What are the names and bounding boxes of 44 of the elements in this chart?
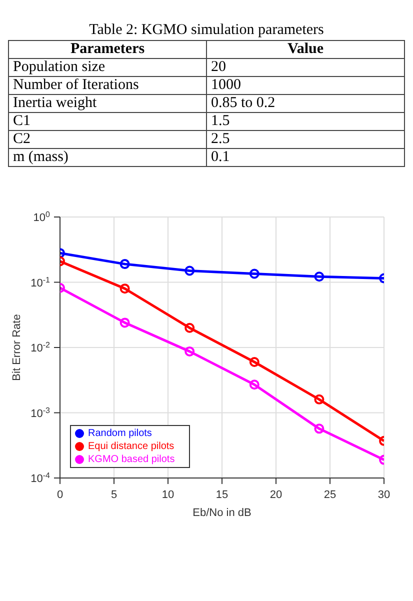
point <box>314 272 324 282</box>
text: Population size <box>8 58 206 76</box>
point <box>120 259 130 270</box>
point <box>249 268 260 279</box>
point <box>314 424 324 434</box>
text: Table 2: KGMO simulation parameters <box>88 22 325 39</box>
point <box>314 394 324 404</box>
point <box>249 380 260 390</box>
point <box>184 266 195 276</box>
text: 20 <box>206 58 404 76</box>
text: 1.5 <box>206 112 404 130</box>
legend-label: Random pilots <box>88 428 152 439</box>
text: m (mass) <box>8 148 206 166</box>
legend-label: Equi distance pilots <box>88 441 174 452</box>
x-tick-label: 10 <box>162 489 174 501</box>
text: 0.1 <box>206 148 404 166</box>
text: C1 <box>8 112 206 130</box>
text: 2.5 <box>206 130 404 148</box>
text: Number of Iterations <box>8 76 206 94</box>
x-tick-label: 20 <box>270 489 282 501</box>
text: C2 <box>8 130 206 148</box>
x-tick-label: 15 <box>216 489 228 501</box>
point <box>249 356 260 367</box>
point <box>184 322 195 333</box>
point <box>120 318 130 328</box>
x-tick-label: 5 <box>110 489 118 501</box>
x-tick-label: 0 <box>56 489 64 501</box>
x-tick-label: 30 <box>378 489 390 501</box>
point <box>120 284 130 294</box>
x-tick-label: 25 <box>324 489 336 501</box>
x-axis-title: Eb/No in dB <box>192 507 252 519</box>
point <box>184 346 195 356</box>
text: 0.85 to 0.2 <box>206 94 404 112</box>
y-tick-label: 10$^{0}$ <box>33 210 51 224</box>
text: Parameters <box>8 40 206 58</box>
y-tick-label: 10$^{-4}$ <box>30 470 51 485</box>
y-tick-label: 10$^{-1}$ <box>30 274 51 290</box>
legend-label: KGMO based pilots <box>88 454 175 465</box>
text: 1000 <box>206 76 404 94</box>
text: Value <box>206 40 404 58</box>
y-axis-title: Bit Error Rate <box>10 314 23 381</box>
text: Inertia weight <box>8 94 206 112</box>
y-tick-label: 10$^{-3}$ <box>30 405 51 420</box>
y-tick-label: 10$^{-2}$ <box>30 340 51 354</box>
